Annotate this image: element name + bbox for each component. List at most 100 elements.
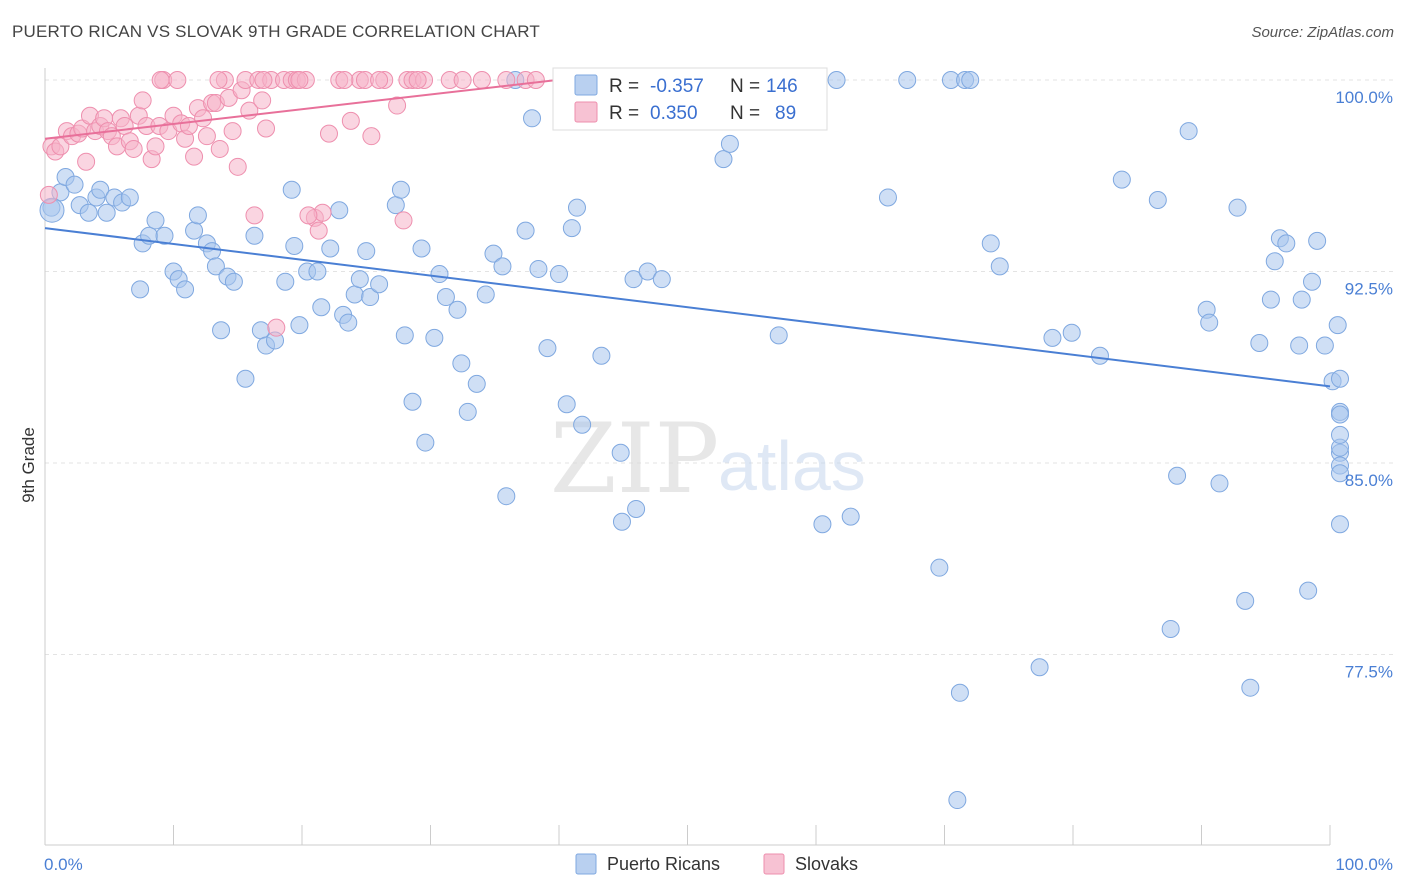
point-puerto-rican: [448, 300, 467, 319]
point-slovak: [197, 127, 216, 146]
legend-r-value: 0.350: [650, 103, 698, 124]
point-puerto-rican: [467, 374, 486, 393]
point-puerto-rican: [529, 259, 548, 278]
point-puerto-rican: [1062, 323, 1081, 342]
bottom-legend-label-puerto-ricans: Puerto Ricans: [607, 854, 720, 874]
point-slovak: [362, 127, 381, 146]
point-puerto-rican: [573, 415, 592, 434]
point-puerto-rican: [720, 134, 739, 153]
point-puerto-rican: [898, 71, 917, 89]
point-slovak: [267, 318, 286, 337]
point-puerto-rican: [350, 270, 369, 289]
point-puerto-rican: [276, 272, 295, 291]
point-puerto-rican: [1265, 252, 1284, 271]
point-puerto-rican: [813, 515, 832, 534]
point-puerto-rican: [930, 558, 949, 577]
point-puerto-rican: [516, 221, 535, 240]
point-puerto-rican: [1315, 336, 1334, 355]
point-slovak: [370, 71, 389, 89]
point-puerto-rican: [1236, 591, 1255, 610]
point-puerto-rican: [961, 71, 980, 89]
point-slovak: [77, 152, 96, 171]
point-puerto-rican: [484, 244, 503, 263]
point-puerto-rican: [948, 791, 967, 810]
point-puerto-rican: [391, 180, 410, 199]
point-slovak: [408, 71, 427, 89]
point-puerto-rican: [638, 262, 657, 281]
point-puerto-rican: [1292, 290, 1311, 309]
point-puerto-rican: [436, 288, 455, 307]
bottom-legend-swatch-slovaks: [763, 853, 785, 875]
point-slovak: [309, 221, 328, 240]
point-slovak: [253, 91, 272, 110]
point-slovak: [210, 139, 229, 158]
point-slovak: [168, 71, 187, 89]
trend-line-slovaks: [44, 71, 624, 140]
point-puerto-rican: [612, 512, 631, 531]
point-puerto-rican: [769, 326, 788, 345]
point-puerto-rican: [290, 316, 309, 335]
watermark: ZIP atlas: [550, 403, 866, 515]
point-slovak: [245, 206, 264, 225]
bottom-legend-label-slovaks: Slovaks: [795, 854, 858, 874]
point-puerto-rican: [458, 402, 477, 421]
point-puerto-rican: [497, 487, 516, 506]
point-puerto-rican: [236, 369, 255, 388]
point-slovak: [335, 71, 354, 89]
point-puerto-rican: [1331, 464, 1349, 483]
point-puerto-rican: [1303, 272, 1322, 291]
point-puerto-rican: [312, 298, 331, 317]
point-puerto-rican: [1228, 198, 1247, 217]
point-slovak: [290, 71, 309, 89]
legend-box: [552, 67, 828, 131]
point-slovak: [133, 91, 152, 110]
point-puerto-rican: [1331, 515, 1349, 534]
point-puerto-rican: [203, 242, 222, 261]
watermark-atlas: atlas: [718, 427, 866, 505]
point-puerto-rican: [990, 257, 1009, 276]
point-puerto-rican: [282, 180, 301, 199]
point-puerto-rican: [403, 392, 422, 411]
legend-n-value: 146: [766, 76, 798, 97]
point-puerto-rican: [224, 272, 243, 291]
point-puerto-rican: [251, 321, 270, 340]
point-puerto-rican: [97, 203, 116, 222]
point-puerto-rican: [361, 288, 380, 307]
point-puerto-rican: [120, 188, 139, 207]
point-puerto-rican: [1290, 336, 1309, 355]
point-slovak: [194, 109, 213, 128]
point-puerto-rican: [155, 226, 174, 245]
point-slovak: [526, 71, 545, 89]
source-label: Source: ZipAtlas.com: [1251, 24, 1394, 41]
y-tick-label: 92.5%: [1345, 280, 1393, 299]
point-puerto-rican: [188, 206, 207, 225]
y-tick-labels: 100.0% 92.5% 85.0% 77.5%: [1335, 88, 1393, 682]
point-slovak: [228, 157, 247, 176]
point-puerto-rican: [652, 270, 671, 289]
trend-lines: [44, 71, 1331, 388]
point-puerto-rican: [386, 196, 405, 215]
legend-n-value: 89: [775, 103, 796, 124]
point-puerto-rican: [416, 433, 435, 452]
point-puerto-rican: [714, 150, 733, 169]
point-puerto-rican: [91, 180, 110, 199]
point-puerto-rican: [1179, 122, 1198, 141]
point-slovak: [341, 111, 360, 130]
x-tick-label: 100.0%: [1335, 855, 1393, 874]
point-puerto-rican: [950, 683, 969, 702]
point-puerto-rican: [285, 236, 304, 255]
point-puerto-rican: [412, 239, 431, 258]
point-puerto-rican: [611, 443, 630, 462]
point-puerto-rican: [131, 280, 150, 299]
bottom-legend: Puerto Ricans Slovaks: [575, 853, 858, 875]
point-puerto-rican: [1308, 231, 1327, 250]
point-puerto-rican: [1210, 474, 1229, 493]
point-puerto-rican: [557, 395, 576, 414]
legend-n-label: N =: [730, 103, 760, 124]
point-slovak: [497, 71, 516, 89]
point-slovak: [394, 211, 413, 230]
series-slovaks: [39, 71, 655, 337]
point-slovak: [223, 122, 242, 141]
point-slovak: [151, 71, 170, 89]
